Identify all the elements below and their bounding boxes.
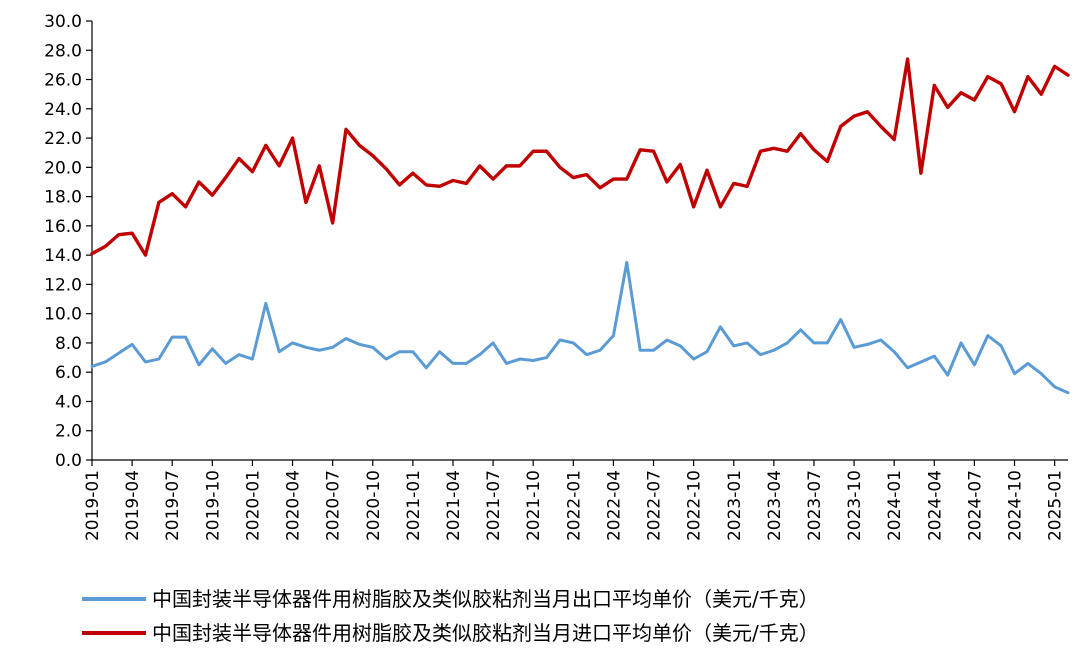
x-tick-label: 2024-07: [965, 470, 985, 541]
y-tick-label: 20.0: [44, 158, 82, 178]
x-tick-label: 2021-01: [404, 470, 424, 541]
x-axis: 2019-01 2019-04 2019-07 2019-10 2020-01 2020-…: [83, 459, 1068, 541]
legend-item-import: 中国封装半导体器件用树脂胶及类似胶粘剂当月进口平均单价（美元/千克）: [82, 621, 819, 645]
series-line-export: [90, 260, 1070, 395]
y-tick-label: 24.0: [44, 100, 82, 120]
legend-item-export: 中国封装半导体器件用树脂胶及类似胶粘剂当月出口平均单价（美元/千克）: [82, 587, 819, 611]
y-tick-label: 30.0: [44, 12, 82, 32]
x-tick-label: 2023-01: [725, 470, 745, 541]
y-tick-label: 22.0: [44, 129, 82, 149]
x-tick-label: 2022-10: [685, 470, 705, 541]
legend-label-import: 中国封装半导体器件用树脂胶及类似胶粘剂当月进口平均单价（美元/千克）: [152, 621, 819, 645]
x-tick-label: 2024-04: [925, 470, 945, 541]
x-tick-label: 2022-01: [564, 470, 584, 541]
y-tick-label: 14.0: [44, 246, 82, 266]
x-tick-label: 2019-01: [83, 470, 103, 541]
y-tick-label: 28.0: [44, 41, 82, 61]
x-tick-label: 2021-07: [484, 470, 504, 541]
x-tick-label: 2024-10: [1006, 470, 1026, 541]
y-tick-label: 0.0: [55, 451, 82, 471]
x-tick-label: 2019-04: [123, 470, 143, 541]
y-tick-label: 12.0: [44, 275, 82, 295]
x-tick-label: 2020-04: [284, 470, 304, 541]
x-tick-label: 2019-10: [203, 470, 223, 541]
x-tick-label: 2022-07: [645, 470, 665, 541]
y-axis: 0.0 2.0 4.0 6.0 8.0 10.0 12.0 14.0 16.0 18.0 20.0 2…: [44, 12, 93, 471]
y-tick-label: 18.0: [44, 188, 82, 208]
y-tick-label: 4.0: [55, 392, 82, 412]
x-tick-label: 2022-04: [604, 470, 624, 541]
y-tick-label: 6.0: [55, 363, 82, 383]
x-tick-label: 2021-10: [524, 470, 544, 541]
x-tick-label: 2023-04: [765, 470, 785, 541]
y-tick-label: 2.0: [55, 422, 82, 442]
series-line-import: [90, 57, 1070, 257]
y-tick-label: 8.0: [55, 334, 82, 354]
legend: 中国封装半导体器件用树脂胶及类似胶粘剂当月出口平均单价（美元/千克） 中国封装半…: [82, 587, 819, 645]
x-tick-label: 2025-01: [1046, 470, 1066, 541]
legend-label-export: 中国封装半导体器件用树脂胶及类似胶粘剂当月出口平均单价（美元/千克）: [152, 587, 819, 611]
x-tick-label: 2023-07: [805, 470, 825, 541]
x-tick-label: 2020-01: [243, 470, 263, 541]
series-layer: [90, 57, 1070, 395]
x-tick-label: 2021-04: [444, 470, 464, 541]
x-tick-label: 2019-07: [163, 470, 183, 541]
y-tick-label: 10.0: [44, 305, 82, 325]
y-tick-label: 16.0: [44, 217, 82, 237]
x-tick-label: 2024-01: [885, 470, 905, 541]
x-tick-label: 2020-07: [324, 470, 344, 541]
y-tick-label: 26.0: [44, 71, 82, 91]
x-tick-label: 2020-10: [364, 470, 384, 541]
x-tick-label: 2023-10: [845, 470, 865, 541]
